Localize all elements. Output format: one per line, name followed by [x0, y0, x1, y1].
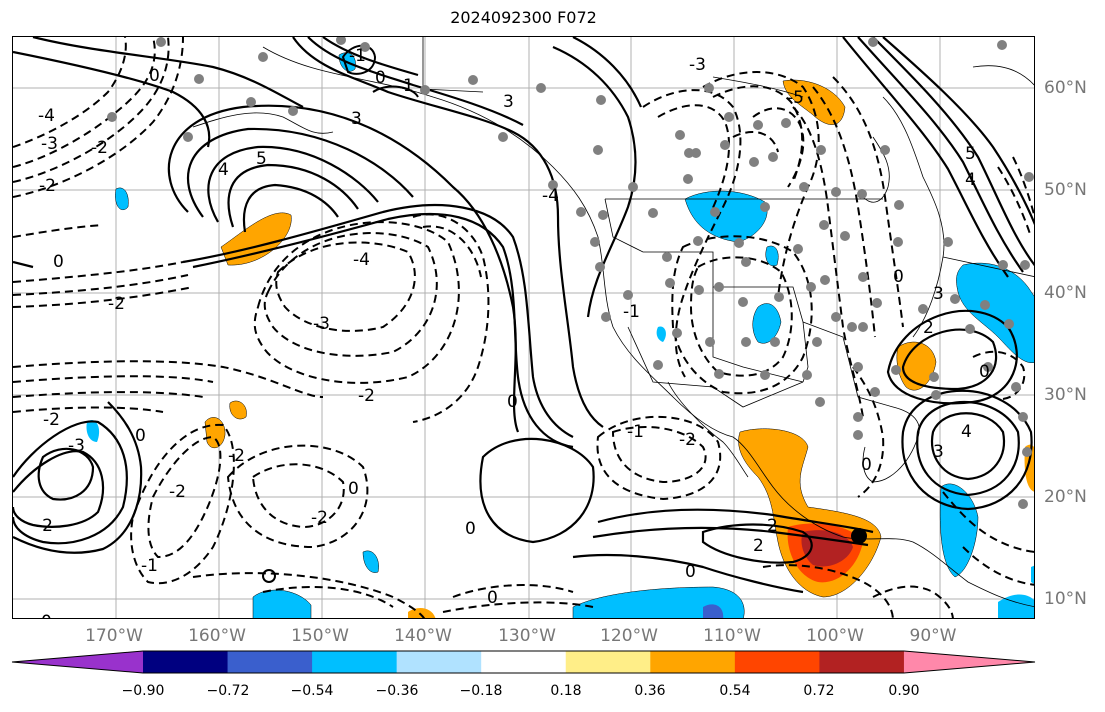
lat-label: 50°N: [1044, 180, 1087, 200]
lon-label: 140°W: [394, 626, 452, 646]
map-panel: 0 -1 0 1 3 3 4 5 -4 -3 -2 -2 0 -2 -4 -3 …: [12, 36, 1035, 619]
contour-label: -2: [36, 516, 53, 536]
lon-label: 120°W: [600, 626, 658, 646]
lon-label: 110°W: [703, 626, 761, 646]
contour-label: -1: [349, 46, 366, 66]
contour-label: -3: [689, 55, 706, 75]
contour-label: 1: [403, 76, 414, 96]
contour-label: 3: [933, 442, 944, 462]
contour-label: 0: [507, 392, 518, 412]
lon-label: 170°W: [85, 626, 143, 646]
contour-label: -2: [679, 430, 696, 450]
lon-label: 160°W: [188, 626, 246, 646]
contour-label: 4: [218, 160, 229, 180]
map-canvas: 0 -1 0 1 3 3 4 5 -4 -3 -2 -2 0 -2 -4 -3 …: [13, 37, 1034, 619]
lat-label: 60°N: [1044, 78, 1087, 98]
contour-label: -4: [353, 250, 370, 270]
colorbar-tick-label: −0.72: [206, 683, 250, 699]
storm-center-marker: [851, 528, 867, 544]
colorbar-swatch: [396, 651, 482, 673]
lon-label: 100°W: [806, 626, 864, 646]
contour-label: 2: [767, 516, 778, 536]
contour-label: -2: [91, 138, 108, 158]
contour-label: -3: [41, 134, 58, 154]
contour-label: -2: [228, 446, 245, 466]
contour-label: 4: [961, 422, 972, 442]
coastlines: [192, 37, 1034, 608]
colorbar-extend-high: [903, 651, 1035, 673]
plot-title: 2024092300 F072: [450, 8, 597, 27]
colorbar-swatch: [481, 651, 567, 673]
contour-label: 0: [41, 612, 52, 619]
contour-label: 4: [965, 170, 976, 190]
station-dots: [107, 37, 1034, 509]
colorbar-swatch: [650, 651, 736, 673]
contour-label: -2: [43, 410, 60, 430]
lat-label: 20°N: [1044, 487, 1087, 507]
contour-labels: 0 -1 0 1 3 3 4 5 -4 -3 -2 -2 0 -2 -4 -3 …: [36, 46, 990, 619]
contour-label: 0: [861, 455, 872, 475]
colorbar-tick-label: 0.36: [634, 683, 666, 699]
colorbar-tick-label: −0.90: [121, 683, 165, 699]
contour-label: 0: [685, 562, 696, 582]
contour-label: -3: [313, 314, 330, 334]
contour-label: 5: [965, 144, 976, 164]
colorbar-swatch: [312, 651, 398, 673]
contour-label: 2: [923, 318, 934, 338]
contour-label: -2: [169, 482, 186, 502]
contour-label: 0: [53, 252, 64, 272]
contour-label: -5: [787, 88, 804, 108]
contour-label: -1: [627, 422, 644, 442]
contour-label: 0: [465, 519, 476, 539]
contour-label: 2: [753, 536, 764, 556]
dashed-contours: [13, 37, 1034, 618]
colorbar-swatch: [565, 651, 651, 673]
contour-label: 5: [256, 149, 267, 169]
contour-label: -1: [623, 302, 640, 322]
colorbar-swatch: [227, 651, 313, 673]
contour-label: -2: [39, 176, 56, 196]
contour-label: -2: [358, 386, 375, 406]
lat-label: 40°N: [1044, 283, 1087, 303]
contour-label: 0: [487, 588, 498, 608]
colorbar-tick-label: −0.18: [459, 683, 503, 699]
colorbar-tick-label: 0.54: [719, 683, 751, 699]
colorbar-tick-label: −0.36: [375, 683, 419, 699]
colorbar-extend-low: [12, 651, 143, 673]
contour-label: 0: [135, 426, 146, 446]
colorbar-tick-label: −0.54: [290, 683, 334, 699]
lon-label: 150°W: [291, 626, 349, 646]
contour-label: 0: [375, 68, 386, 88]
small-contours: [262, 44, 419, 583]
colorbar: [11, 650, 1036, 674]
contour-label: 0: [979, 362, 990, 382]
colorbar-tick-label: 0.18: [550, 683, 582, 699]
contour-label: -3: [68, 436, 85, 456]
lon-label: 130°W: [498, 626, 556, 646]
contour-label: -4: [542, 186, 559, 206]
colorbar-outline: [11, 650, 1036, 674]
contour-label: 3: [933, 284, 944, 304]
colorbar-tick-label: 0.72: [803, 683, 835, 699]
colorbar-tick-label: 0.90: [888, 683, 920, 699]
contour-label: 3: [503, 92, 514, 112]
contour-label: 0: [893, 267, 904, 287]
lat-label: 30°N: [1044, 385, 1087, 405]
lat-label: 10°N: [1044, 589, 1087, 609]
contour-label: 0: [149, 66, 160, 86]
lon-label: 90°W: [909, 626, 957, 646]
contour-label: 3: [351, 109, 362, 129]
contour-label: -2: [108, 294, 125, 314]
contour-label: -2: [311, 508, 328, 528]
colorbar-swatch: [734, 651, 820, 673]
contour-label: -4: [38, 106, 55, 126]
graticule: [13, 37, 1034, 618]
colorbar-swatch: [143, 651, 229, 673]
contour-label: -1: [141, 556, 158, 576]
contour-label: 0: [348, 479, 359, 499]
colorbar-swatch: [819, 651, 905, 673]
solid-contours: [13, 37, 1034, 594]
